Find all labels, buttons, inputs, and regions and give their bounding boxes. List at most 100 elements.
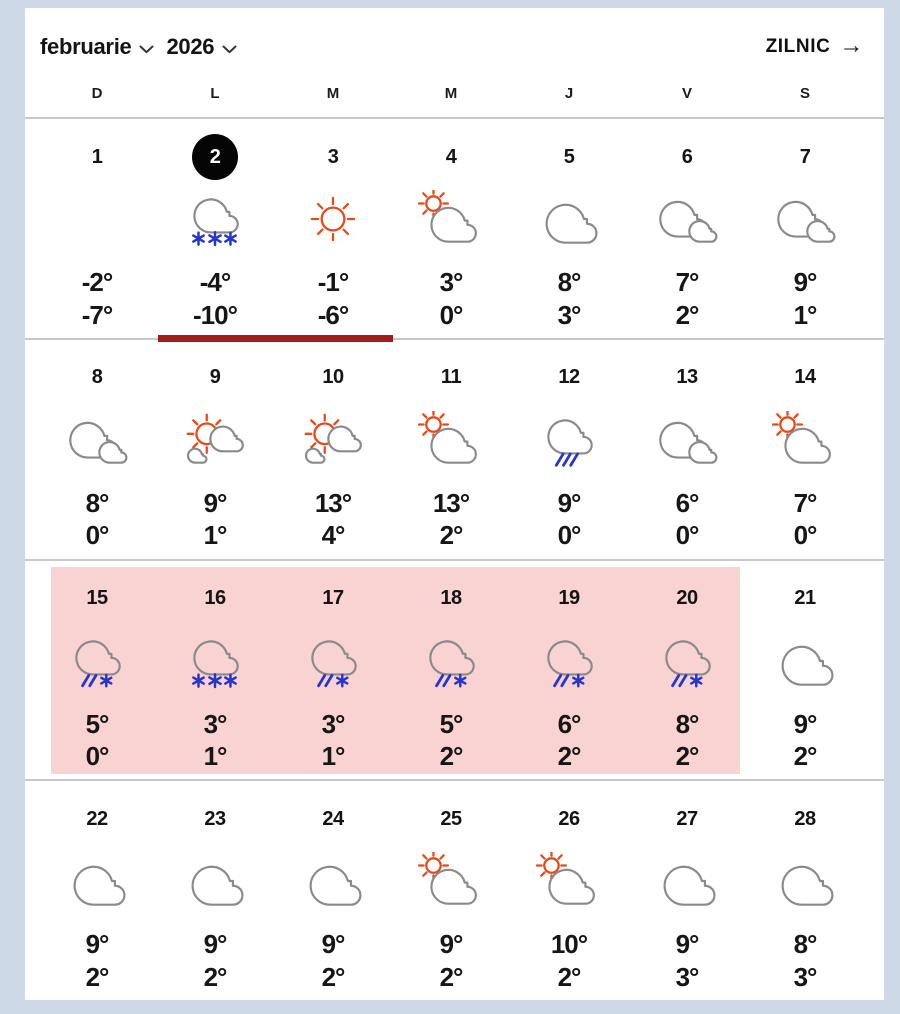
high-temp: 8° <box>557 267 582 297</box>
low-temp: 1° <box>321 741 346 772</box>
day-cell-4[interactable]: 4 3° 0° <box>392 119 510 338</box>
low-temp: 1° <box>793 299 818 330</box>
high-temp: -1° <box>317 267 350 297</box>
high-temp: 9° <box>439 929 464 960</box>
day-cell-16[interactable]: 16 3° 1° <box>156 561 274 780</box>
day-cell-6[interactable]: 6 7° 2° <box>628 119 746 338</box>
cloud-icon <box>536 180 602 258</box>
low-temp: 3° <box>675 961 700 992</box>
year-selector[interactable]: 2026 <box>166 34 237 60</box>
day-cell-24[interactable]: 24 9° 2° <box>274 781 392 1000</box>
week-row: 8 8° 0° 9 9° 1° 10 13° 4° 11 13° 2° 12 9° 0° 13 6° 0° 14 7°… <box>25 340 884 561</box>
high-temp: 9° <box>321 929 346 960</box>
calendar-grid: 1 -2° -7° 2 -4° -10° 3 -1° -6° 4 3° 0° 5 8° 3° 6 7° 2° 7 9°… <box>25 119 884 1000</box>
calendar-header: februarie 2026 ZILNIC → <box>25 8 884 70</box>
year-label: 2026 <box>166 34 215 59</box>
high-temp: 3° <box>203 708 228 739</box>
day-number: 7 <box>799 145 811 168</box>
cloud-rain-icon <box>536 401 602 479</box>
high-temp: 3° <box>439 267 464 297</box>
low-temp: 0° <box>557 520 582 551</box>
high-temp: 3° <box>321 708 346 739</box>
day-cell-18[interactable]: 18 5° 2° <box>392 561 510 780</box>
high-temp: 8° <box>675 708 700 739</box>
day-cell-2[interactable]: 2 -4° -10° <box>156 119 274 338</box>
day-cell-19[interactable]: 19 6° 2° <box>510 561 628 780</box>
chevron-down-icon <box>222 45 237 53</box>
day-cell-7[interactable]: 7 9° 1° <box>746 119 864 338</box>
day-number: 26 <box>558 807 580 830</box>
sun-cloud-icon <box>418 842 484 920</box>
day-number: 19 <box>558 587 580 609</box>
low-temp: 2° <box>675 741 700 772</box>
cloud-sleet-icon <box>64 622 130 700</box>
weekday-label: M <box>444 85 458 102</box>
day-cell-23[interactable]: 23 9° 2° <box>156 781 274 1000</box>
day-cell-12[interactable]: 12 9° 0° <box>510 340 628 559</box>
day-number: 21 <box>794 587 816 609</box>
low-temp: 4° <box>321 520 346 551</box>
day-number: 3 <box>327 145 339 168</box>
day-cell-1[interactable]: 1 -2° -7° <box>38 119 156 338</box>
day-cell-25[interactable]: 25 9° 2° <box>392 781 510 1000</box>
selected-day-number: 2 <box>192 134 238 180</box>
low-temp: 0° <box>85 520 110 551</box>
day-cell-26[interactable]: 26 10° 2° <box>510 781 628 1000</box>
day-cell-21[interactable]: 21 9° 2° <box>746 561 864 780</box>
day-number: 25 <box>440 807 462 830</box>
day-cell-17[interactable]: 17 3° 1° <box>274 561 392 780</box>
day-cell-22[interactable]: 22 9° 2° <box>38 781 156 1000</box>
day-cell-10[interactable]: 10 13° 4° <box>274 340 392 559</box>
daily-view-link[interactable]: ZILNIC → <box>766 34 864 58</box>
low-temp: 2° <box>439 520 464 551</box>
day-number: 12 <box>558 366 580 389</box>
day-cell-3[interactable]: 3 -1° -6° <box>274 119 392 338</box>
weekday-label: L <box>210 85 220 102</box>
week-row: 22 9° 2° 23 9° 2° 24 9° 2° 25 9° 2° 26 10° 2° 27 9° 3° 28 8… <box>25 781 884 1000</box>
low-temp: -7° <box>81 299 114 330</box>
high-temp: 7° <box>793 487 818 518</box>
cloud-snow-icon <box>182 622 248 700</box>
low-temp: 3° <box>793 961 818 992</box>
low-temp: 2° <box>557 741 582 772</box>
sun-cloud-icon <box>536 842 602 920</box>
week-row: 1 -2° -7° 2 -4° -10° 3 -1° -6° 4 3° 0° 5 8° 3° 6 7° 2° 7 9°… <box>25 119 884 342</box>
low-temp: 0° <box>793 520 818 551</box>
high-temp: 10° <box>550 929 588 960</box>
cloud-sleet-icon <box>654 622 720 700</box>
day-cell-15[interactable]: 15 5° 0° <box>38 561 156 780</box>
sun-icon <box>300 180 366 258</box>
low-temp: 3° <box>557 299 582 330</box>
weekday-label: M <box>326 85 340 102</box>
day-number: 4 <box>445 145 457 168</box>
day-cell-13[interactable]: 13 6° 0° <box>628 340 746 559</box>
clouds-icon <box>772 180 838 258</box>
day-cell-8[interactable]: 8 8° 0° <box>38 340 156 559</box>
day-cell-9[interactable]: 9 9° 1° <box>156 340 274 559</box>
chevron-down-icon <box>139 45 154 53</box>
high-temp: 5° <box>439 708 464 739</box>
day-number: 10 <box>322 366 344 389</box>
day-cell-20[interactable]: 20 8° 2° <box>628 561 746 780</box>
high-temp: 9° <box>793 267 818 297</box>
low-temp: 0° <box>675 520 700 551</box>
high-temp: 9° <box>203 929 228 960</box>
low-temp: 2° <box>439 961 464 992</box>
day-cell-28[interactable]: 28 8° 3° <box>746 781 864 1000</box>
month-selector[interactable]: februarie <box>40 34 154 60</box>
highlighted-days-band <box>51 566 740 775</box>
day-cell-11[interactable]: 11 13° 2° <box>392 340 510 559</box>
cloud-icon <box>772 622 838 700</box>
low-temp: 1° <box>203 741 228 772</box>
low-temp: 2° <box>793 741 818 772</box>
cloud-snow-icon <box>182 180 248 258</box>
day-cell-5[interactable]: 5 8° 3° <box>510 119 628 338</box>
day-number: 23 <box>204 807 226 830</box>
cloud-sleet-icon <box>536 622 602 700</box>
day-cell-27[interactable]: 27 9° 3° <box>628 781 746 1000</box>
weekday-label: J <box>564 85 574 102</box>
day-number: 13 <box>676 366 698 389</box>
day-cell-14[interactable]: 14 7° 0° <box>746 340 864 559</box>
day-number: 8 <box>91 366 103 389</box>
day-number: 28 <box>794 807 816 830</box>
